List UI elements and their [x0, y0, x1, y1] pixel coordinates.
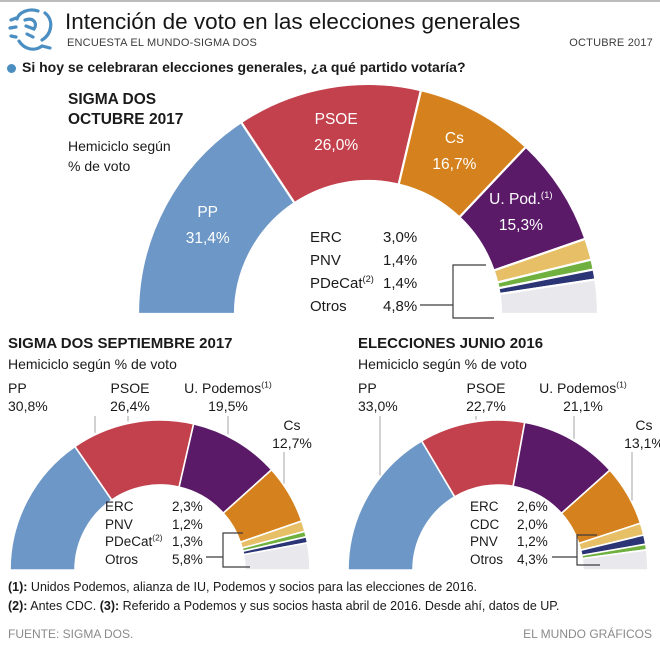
legend-value-chart1-pdecat: 1,4% — [383, 275, 418, 292]
legend-bracket-chart2 — [206, 532, 250, 568]
party-label-chart3-u-podemos: U. Podemos(1) 21,1% — [539, 379, 627, 415]
party-label-chart3-cs: Cs 13,1% — [624, 416, 660, 452]
legend-value-chart3-otros: 4,3% — [517, 551, 548, 567]
legend-name-chart3-cdc: CDC — [470, 516, 500, 532]
legend-name-chart3-erc: ERC — [470, 499, 499, 514]
slice-name: Cs — [444, 129, 464, 147]
party-name: PSOE — [110, 380, 150, 396]
legend-value-chart2-otros: 5,8% — [172, 551, 203, 567]
legend-value-chart1-erc: 3,0% — [383, 229, 418, 246]
legend-value-chart2-pnv: 1,2% — [172, 516, 203, 532]
slice-label-chart1-cs: Cs 16,7% — [432, 126, 476, 178]
chart1-title-line1: SIGMA DOS — [68, 91, 157, 108]
slice-label-chart1-pp: PP 31,4% — [186, 200, 230, 252]
slice-name: PSOE — [314, 110, 358, 128]
slice-value: 31,4% — [185, 229, 230, 247]
header-date: OCTUBRE 2017 — [569, 37, 653, 49]
question-text: Si hoy se celebraran elecciones generale… — [22, 59, 466, 75]
legend-value-chart2-erc: 2,3% — [172, 499, 203, 514]
legend-name-chart2-erc: ERC — [105, 499, 134, 514]
party-value: 30,8% — [8, 398, 48, 414]
legend-value-chart3-erc: 2,6% — [517, 499, 548, 514]
party-label-chart3-pp: PP 33,0% — [358, 379, 398, 415]
legend-name-chart2-otros: Otros — [105, 551, 139, 567]
bullet-icon — [7, 64, 16, 73]
party-value: 26,4% — [110, 398, 150, 414]
party-label-chart2-pp: PP 30,8% — [8, 379, 48, 415]
chart1-subtitle-line1: Hemiciclo según — [68, 138, 171, 154]
party-value: 33,0% — [358, 398, 398, 414]
footnote-line-1: (1): Unidos Podemos, alianza de IU, Pode… — [8, 580, 478, 594]
legend-value-chart2-pdecat: 1,3% — [172, 534, 203, 549]
footnote-line-2: (2): Antes CDC. (3): Referido a Podemos … — [8, 598, 560, 613]
chart1-subtitle-line2: % de voto — [68, 158, 131, 174]
legend-bracket-chart1 — [420, 264, 494, 319]
page-title: Intención de voto en las elecciones gene… — [65, 9, 521, 34]
party-name: Cs — [635, 417, 653, 433]
party-name: PP — [358, 380, 377, 396]
party-label-chart3-psoe: PSOE 22,7% — [466, 379, 506, 415]
party-label-chart2-u-podemos: U. Podemos(1) 19,5% — [184, 379, 272, 415]
party-value: 19,5% — [208, 398, 248, 414]
slice-label-chart1-psoe: PSOE 26,0% — [314, 107, 358, 159]
header-subtitle: ENCUESTA EL MUNDO-SIGMA DOS — [67, 37, 257, 49]
legend-name-chart1-erc: ERC — [310, 229, 342, 246]
legend-value-chart1-pnv: 1,4% — [383, 252, 418, 269]
chart1-title-line2: OCTUBRE 2017 — [68, 111, 184, 128]
legend-name-chart1-pdecat: PDeCat(2) — [310, 274, 374, 292]
legend-name-chart3-otros: Otros — [470, 551, 504, 567]
legend-name-chart1-pnv: PNV — [310, 252, 341, 269]
top-divider — [0, 0, 660, 2]
party-name: PP — [8, 380, 27, 396]
graphics-credit: EL MUNDO GRÁFICOS — [523, 627, 652, 641]
slice-value: 26,0% — [314, 136, 359, 154]
legend-name-chart2-pdecat: PDeCat(2) — [105, 532, 163, 549]
legend-name-chart2-pnv: PNV — [105, 516, 133, 532]
party-name: U. Podemos(1) — [539, 379, 627, 396]
party-name: Cs — [283, 417, 301, 433]
legend-name-chart3-pnv: PNV — [470, 534, 498, 549]
source-credit: FUENTE: SIGMA DOS. — [8, 627, 134, 641]
slice-chart1-otros — [498, 278, 600, 316]
chart2-subtitle: Hemiciclo según % de voto — [8, 356, 177, 372]
party-value: 12,7% — [272, 435, 312, 451]
legend-value-chart3-cdc: 2,0% — [517, 516, 548, 532]
slice-name: U. Pod.(1) — [489, 190, 553, 209]
chart2-title: SIGMA DOS SEPTIEMBRE 2017 — [8, 335, 233, 352]
legend-value-chart3-pnv: 1,2% — [517, 534, 548, 549]
party-value: 13,1% — [624, 435, 660, 451]
chart1-title: SIGMA DOS OCTUBRE 2017 — [68, 90, 183, 130]
party-name: PSOE — [466, 380, 506, 396]
party-value: 21,1% — [563, 398, 603, 414]
slice-name: PP — [197, 203, 219, 221]
party-value: 22,7% — [466, 398, 506, 414]
legend-name-chart1-otros: Otros — [310, 298, 347, 315]
slice-value: 15,3% — [498, 217, 543, 235]
chart3-title: ELECCIONES JUNIO 2016 — [358, 335, 544, 352]
party-name: U. Podemos(1) — [184, 379, 272, 396]
chart1-subtitle: Hemiciclo según % de voto — [68, 136, 171, 176]
party-label-chart2-psoe: PSOE 26,4% — [110, 379, 150, 415]
slice-label-chart1-u-pod: U. Pod.(1) 15,3% — [489, 187, 552, 239]
slice-chart2-otros — [242, 541, 311, 571]
legend-bracket-chart3 — [552, 534, 600, 566]
slice-value: 16,7% — [432, 155, 477, 173]
el-mundo-logo-icon — [8, 8, 53, 51]
footnotes: (1): Unidos Podemos, alianza de IU, Pode… — [8, 578, 559, 615]
legend-value-chart1-otros: 4,8% — [383, 298, 418, 315]
chart3-subtitle: Hemiciclo según % de voto — [358, 356, 527, 372]
party-label-chart2-cs: Cs 12,7% — [272, 416, 312, 452]
